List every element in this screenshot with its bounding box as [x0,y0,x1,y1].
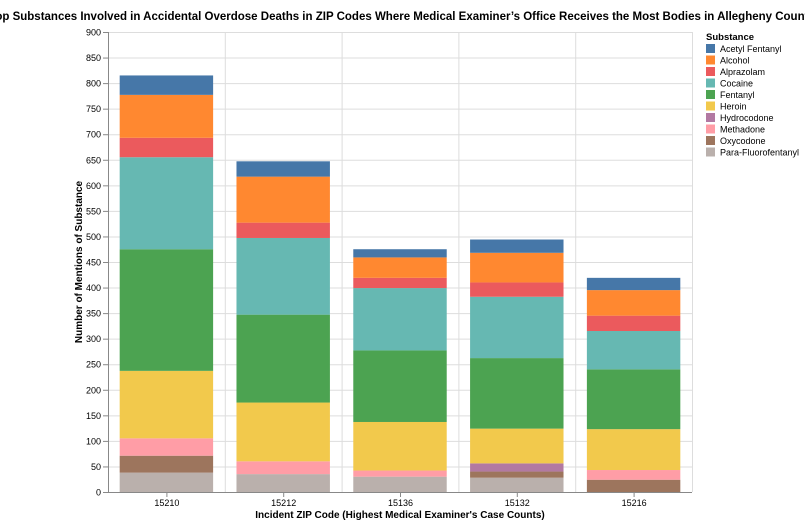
bars [119,75,681,492]
y-tick-label: 600 [86,181,101,191]
bar-segment-cocaine-15210 [119,157,214,250]
bar-segment-alprazolam-15136 [353,277,447,289]
y-tick-label: 500 [86,232,101,242]
legend-swatch-oxycodone [706,136,715,145]
bar-segment-para-fluorofentanyl-15210 [119,472,214,492]
bar-segment-methadone-15216 [586,470,681,480]
bar-segment-methadone-15210 [119,438,214,456]
legend-label: Fentanyl [720,90,755,100]
y-tick-label: 450 [86,258,101,268]
legend-label: Hydrocodone [720,113,774,123]
bar-segment-heroin-15216 [586,429,681,471]
y-tick-label: 750 [86,104,101,114]
legend-swatch-fentanyl [706,90,715,99]
bar-segment-acetyl-fentanyl-15136 [353,249,447,258]
y-tick-label: 550 [86,206,101,216]
x-tick-label: 15212 [271,498,296,508]
bar-segment-heroin-15210 [119,370,214,439]
x-tick-label: 15210 [154,498,179,508]
bar-segment-acetyl-fentanyl-15216 [586,277,681,291]
legend-label: Acetyl Fentanyl [720,44,782,54]
legend-label: Cocaine [720,79,753,89]
y-tick-label: 50 [91,462,101,472]
x-tick-label: 15136 [388,498,413,508]
bar-segment-oxycodone-15132 [470,471,564,478]
legend-title: Substance [706,32,754,43]
bar-segment-fentanyl-15216 [586,369,681,430]
bar-segment-alcohol-15136 [353,257,447,278]
bar-segment-acetyl-fentanyl-15212 [236,161,330,177]
bar-segment-alprazolam-15132 [470,282,564,297]
bar-segment-para-fluorofentanyl-15212 [236,474,330,492]
y-tick-label: 300 [86,334,101,344]
legend-swatch-cocaine [706,78,715,88]
bar-segment-cocaine-15216 [586,331,681,370]
bar-segment-alcohol-15132 [470,252,564,283]
legend-swatch-methadone [706,124,715,134]
legend-swatch-heroin [706,101,715,111]
bar-segment-fentanyl-15210 [119,249,214,371]
y-tick-label: 100 [86,436,101,446]
legend-swatch-alprazolam [706,67,715,76]
legend-label: Methadone [720,125,765,135]
y-tick-label: 350 [86,309,101,319]
y-tick-label: 900 [86,28,101,38]
bar-segment-cocaine-15212 [236,237,330,315]
y-tick-label: 650 [86,155,101,165]
legend-label: Alprazolam [720,67,765,77]
chart-title: Top Substances Involved in Accidental Ov… [0,11,805,23]
bar-segment-alprazolam-15212 [236,222,330,238]
legend-swatch-acetyl-fentanyl [706,44,715,53]
bar-segment-alprazolam-15210 [119,137,214,158]
bar-segment-oxycodone-15216 [586,479,681,492]
bar-segment-cocaine-15132 [470,296,564,359]
y-tick-label: 800 [86,79,101,89]
legend: Substance Acetyl Fentanyl AlcoholAlprazol… [706,32,799,158]
bar-segment-oxycodone-15210 [119,455,214,473]
bar-segment-heroin-15212 [236,402,330,462]
x-tick-label: 15132 [505,498,530,508]
bar-segment-alprazolam-15216 [586,315,681,331]
bar-segment-para-fluorofentanyl-15132 [470,477,564,492]
bar-segment-methadone-15136 [353,470,447,477]
bar-segment-alcohol-15212 [236,176,330,223]
bar-segment-alcohol-15216 [586,290,681,316]
legend-swatch-para-fluorofentanyl [706,147,715,157]
bar-segment-cocaine-15136 [353,288,447,351]
y-tick-label: 400 [86,283,101,293]
x-tick-label: 15216 [622,498,647,508]
bar-segment-fentanyl-15132 [470,358,564,429]
bar-segment-hydrocodone-15132 [470,463,564,472]
legend-label: Heroin [720,102,747,112]
axes: 0 50 100 150 200 250 300 350 400 450 500 550 600 650 7… [86,28,692,508]
legend-label: Alcohol [720,56,750,66]
y-tick-label: 250 [86,360,101,370]
y-tick-label: 850 [86,53,101,63]
bar-segment-alcohol-15210 [119,94,214,138]
bar-segment-acetyl-fentanyl-15132 [470,239,564,253]
legend-swatch-hydrocodone [706,113,715,122]
y-tick-label: 700 [86,130,101,140]
y-tick-label: 150 [86,411,101,421]
bar-segment-heroin-15136 [353,421,447,471]
legend-label: Oxycodone [720,136,766,146]
legend-label: Para-Fluorofentanyl [720,148,799,158]
bar-segment-para-fluorofentanyl-15136 [353,476,447,492]
bar-segment-acetyl-fentanyl-15210 [119,75,214,95]
legend-swatch-alcohol [706,55,715,65]
bar-segment-heroin-15132 [470,428,564,464]
y-tick-label: 0 [96,488,101,498]
x-axis-title: Incident ZIP Code (Highest Medical Exami… [255,510,544,521]
bar-segment-fentanyl-15136 [353,350,447,422]
y-tick-label: 200 [86,385,101,395]
bar-segment-fentanyl-15212 [236,314,330,403]
bar-segment-methadone-15212 [236,461,330,475]
y-axis-title: Number of Mentions of Substance [74,180,85,343]
